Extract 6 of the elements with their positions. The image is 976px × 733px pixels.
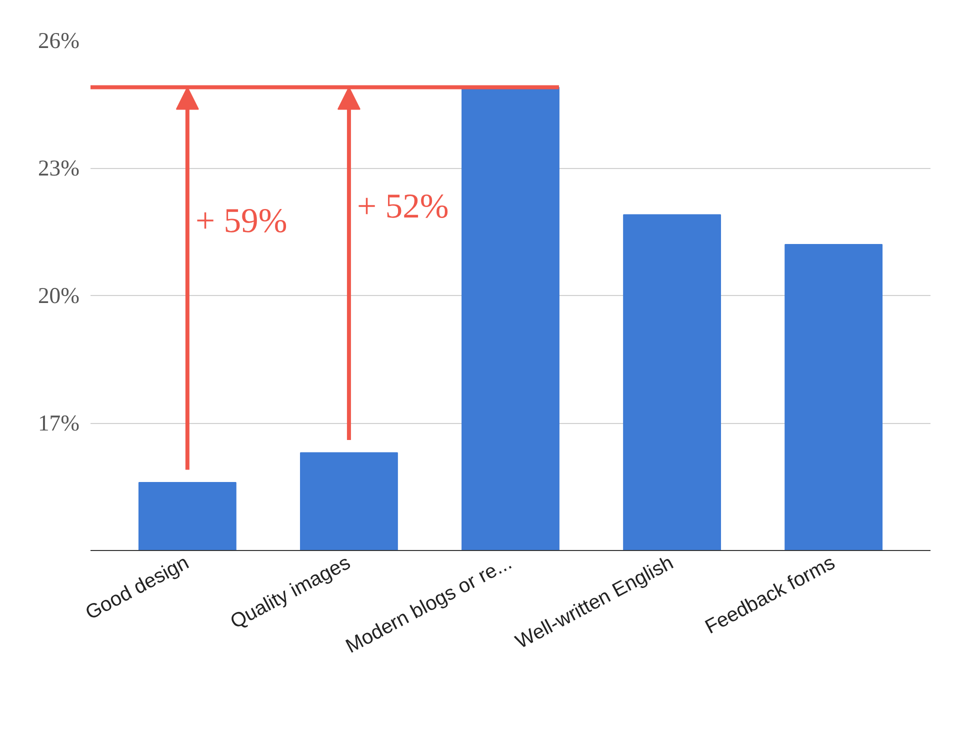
annotation: + 52% <box>357 187 449 226</box>
y-tick-label: 20% <box>38 283 80 308</box>
y-tick-label: 26% <box>38 28 80 53</box>
y-tick-label: 17% <box>38 410 80 436</box>
annotation: + 59% <box>196 202 288 240</box>
y-tick-label: 23% <box>38 156 80 180</box>
